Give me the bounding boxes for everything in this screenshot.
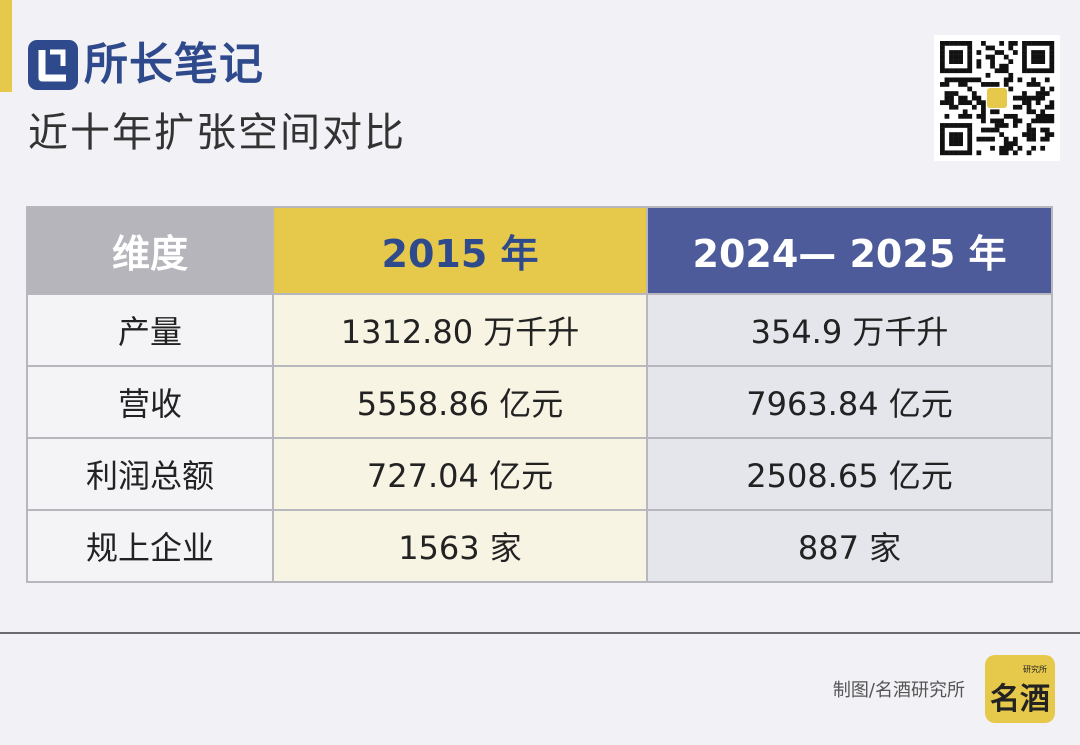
- row-value-2024: 2508.65 亿元: [646, 437, 1053, 511]
- logo-text: 名酒: [990, 682, 1050, 717]
- mingjiu-logo-icon: 研究所 名酒: [985, 655, 1055, 723]
- table-row: 利润总额 727.04 亿元 2508.65 亿元: [26, 437, 1053, 511]
- row-dimension: 规上企业: [26, 509, 274, 583]
- footer-divider: [0, 632, 1080, 634]
- row-value-2015: 727.04 亿元: [272, 437, 648, 511]
- row-value-2015: 5558.86 亿元: [272, 365, 648, 439]
- brand-mark-icon: [28, 40, 78, 90]
- row-value-2015: 1312.80 万千升: [272, 293, 648, 367]
- header-2015: 2015 年: [272, 206, 648, 295]
- accent-bar: [0, 0, 12, 92]
- row-dimension: 营收: [26, 365, 274, 439]
- header-2024-2025: 2024— 2025 年: [646, 206, 1053, 295]
- header-dimension: 维度: [26, 206, 274, 295]
- table-row: 营收 5558.86 亿元 7963.84 亿元: [26, 365, 1053, 439]
- table-row: 规上企业 1563 家 887 家: [26, 509, 1053, 583]
- table-row: 产量 1312.80 万千升 354.9 万千升: [26, 293, 1053, 367]
- row-value-2024: 7963.84 亿元: [646, 365, 1053, 439]
- brand: 所长笔记: [28, 40, 264, 90]
- brand-name: 所长笔记: [84, 39, 264, 90]
- row-dimension: 利润总额: [26, 437, 274, 511]
- comparison-table: 维度 2015 年 2024— 2025 年 产量 1312.80 万千升 35…: [26, 206, 1053, 583]
- row-dimension: 产量: [26, 293, 274, 367]
- row-value-2024: 354.9 万千升: [646, 293, 1053, 367]
- logo-small-text: 研究所: [1023, 664, 1047, 674]
- table-header-row: 维度 2015 年 2024— 2025 年: [26, 206, 1053, 295]
- chart-credit: 制图/名酒研究所: [832, 680, 965, 701]
- row-value-2015: 1563 家: [272, 509, 648, 583]
- row-value-2024: 887 家: [646, 509, 1053, 583]
- qr-code-icon[interactable]: [934, 35, 1060, 161]
- page-subtitle: 近十年扩张空间对比: [28, 110, 406, 156]
